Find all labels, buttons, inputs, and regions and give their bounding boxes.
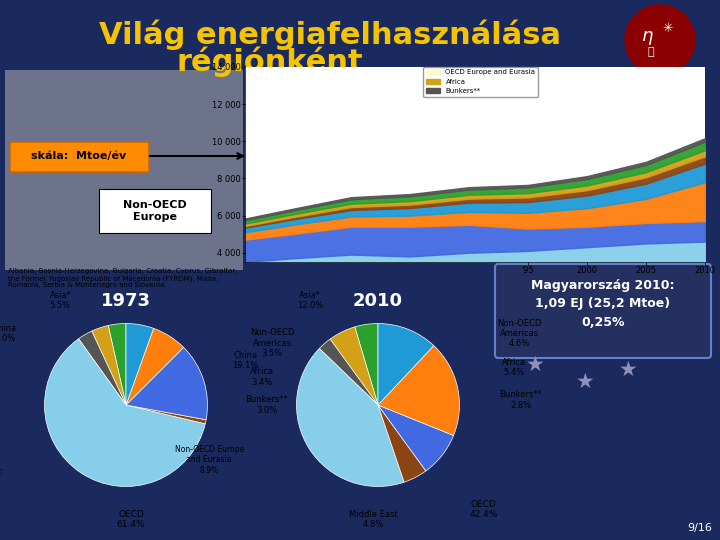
Text: OECD
61.4%: OECD 61.4% bbox=[117, 510, 145, 529]
Text: Bunkers**
2.8%: Bunkers** 2.8% bbox=[499, 390, 542, 410]
Wedge shape bbox=[91, 326, 126, 405]
Wedge shape bbox=[378, 346, 459, 435]
Text: Non-OECD
Europe: Non-OECD Europe bbox=[123, 200, 187, 222]
Text: η: η bbox=[642, 27, 654, 45]
Text: 🔥: 🔥 bbox=[648, 47, 654, 57]
Text: Africa
5.4%: Africa 5.4% bbox=[503, 357, 526, 377]
Text: Non-OECD Europe
and Eurasia
8.9%: Non-OECD Europe and Eurasia 8.9% bbox=[175, 445, 244, 475]
Wedge shape bbox=[378, 405, 454, 471]
Wedge shape bbox=[126, 405, 206, 424]
Wedge shape bbox=[126, 328, 184, 405]
Text: OECD
42.4%: OECD 42.4% bbox=[469, 500, 498, 519]
Wedge shape bbox=[126, 323, 153, 405]
Text: Africa
3.4%: Africa 3.4% bbox=[251, 368, 274, 387]
Text: Middle East
4.8%: Middle East 4.8% bbox=[348, 510, 397, 529]
Wedge shape bbox=[45, 339, 205, 487]
Text: Non-OECD
Americas
3.5%: Non-OECD Americas 3.5% bbox=[251, 328, 294, 359]
Wedge shape bbox=[330, 327, 378, 405]
Text: ✳: ✳ bbox=[662, 23, 673, 36]
Wedge shape bbox=[108, 323, 126, 405]
Text: OECD Europe and Eurasia: OECD Europe and Eurasia bbox=[545, 211, 644, 219]
FancyBboxPatch shape bbox=[10, 142, 149, 172]
Text: skála:  Mtoe/év: skála: Mtoe/év bbox=[32, 151, 127, 161]
Legend: OECD Europe and Eurasia, Africa, Bunkers**: OECD Europe and Eurasia, Africa, Bunkers… bbox=[423, 66, 539, 97]
FancyBboxPatch shape bbox=[525, 241, 539, 251]
Text: Világ energiafelhasználása: Világ energiafelhasználása bbox=[99, 20, 561, 50]
FancyBboxPatch shape bbox=[99, 189, 211, 233]
Wedge shape bbox=[355, 323, 378, 405]
Text: Middle East
0.8%: Middle East 0.8% bbox=[0, 467, 1, 486]
Text: China
19.1%: China 19.1% bbox=[233, 350, 258, 370]
Text: Bunkers**
3.0%: Bunkers** 3.0% bbox=[246, 395, 288, 415]
Wedge shape bbox=[378, 405, 426, 482]
Text: Magyarország 2010:: Magyarország 2010: bbox=[531, 280, 675, 293]
Text: ★: ★ bbox=[526, 355, 544, 375]
Text: 9/16: 9/16 bbox=[688, 523, 712, 533]
Wedge shape bbox=[297, 348, 404, 487]
Wedge shape bbox=[78, 331, 126, 405]
FancyBboxPatch shape bbox=[525, 227, 539, 237]
Wedge shape bbox=[378, 323, 433, 405]
Text: 1973: 1973 bbox=[101, 292, 151, 309]
Text: ★: ★ bbox=[575, 372, 595, 392]
Text: Asia*
5.5%: Asia* 5.5% bbox=[50, 291, 71, 310]
Text: ★: ★ bbox=[618, 360, 637, 380]
Wedge shape bbox=[319, 339, 378, 405]
Text: Non-OECD
Americas
4.6%: Non-OECD Americas 4.6% bbox=[498, 319, 541, 348]
Text: Albania, Bosnia-Herzegovina, Bulgaria, Croatia, Cyprus, Gibraltar,
the Former Yu: Albania, Bosnia-Herzegovina, Bulgaria, C… bbox=[8, 268, 238, 288]
Text: Asia*
12.0%: Asia* 12.0% bbox=[297, 291, 323, 310]
FancyBboxPatch shape bbox=[5, 70, 243, 270]
Text: China
7.0%: China 7.0% bbox=[0, 324, 17, 343]
Text: 0,25%: 0,25% bbox=[581, 315, 625, 328]
FancyBboxPatch shape bbox=[495, 264, 711, 358]
Text: 2010: 2010 bbox=[353, 292, 403, 309]
Text: régiónként: régiónként bbox=[176, 47, 364, 77]
Text: Africa: Africa bbox=[545, 226, 567, 234]
Text: Bunkers**: Bunkers** bbox=[545, 240, 584, 248]
Circle shape bbox=[625, 5, 695, 75]
Text: 1,09 EJ (25,2 Mtoe): 1,09 EJ (25,2 Mtoe) bbox=[536, 298, 670, 310]
Wedge shape bbox=[126, 347, 207, 420]
FancyBboxPatch shape bbox=[525, 212, 539, 222]
Text: OECD Europe and Eurasia: OECD Europe and Eurasia bbox=[530, 211, 639, 219]
